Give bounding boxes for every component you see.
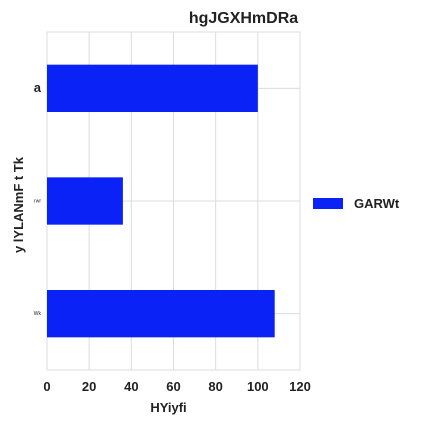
y-tick-label: a [34, 80, 42, 95]
y-tick-label: rwr [34, 198, 41, 204]
chart-title: hgJGXHmDRa [189, 10, 298, 27]
x-tick-label: 0 [43, 379, 50, 394]
legend: GARWt [313, 196, 400, 211]
bar-Wk [47, 290, 275, 338]
x-tick-label: 20 [82, 379, 96, 394]
x-tick-label: 120 [289, 379, 311, 394]
bar-rwr [47, 177, 123, 225]
x-tick-label: 80 [208, 379, 222, 394]
y-axis-label: y lYLANmF t Tk [11, 156, 26, 253]
y-tick-label: Wk [34, 311, 42, 317]
x-tick-label: 40 [124, 379, 138, 394]
legend-swatch [313, 198, 343, 209]
x-tick-label: 100 [247, 379, 269, 394]
bar-a [47, 64, 258, 112]
legend-label: GARWt [354, 196, 400, 211]
y-tick-labels: a rwr Wk [34, 80, 42, 317]
x-tick-labels: 0 20 40 60 80 100 120 [43, 379, 310, 394]
x-tick-label: 60 [166, 379, 180, 394]
x-axis-label: HYiyfi [150, 400, 186, 415]
bars [47, 64, 275, 338]
